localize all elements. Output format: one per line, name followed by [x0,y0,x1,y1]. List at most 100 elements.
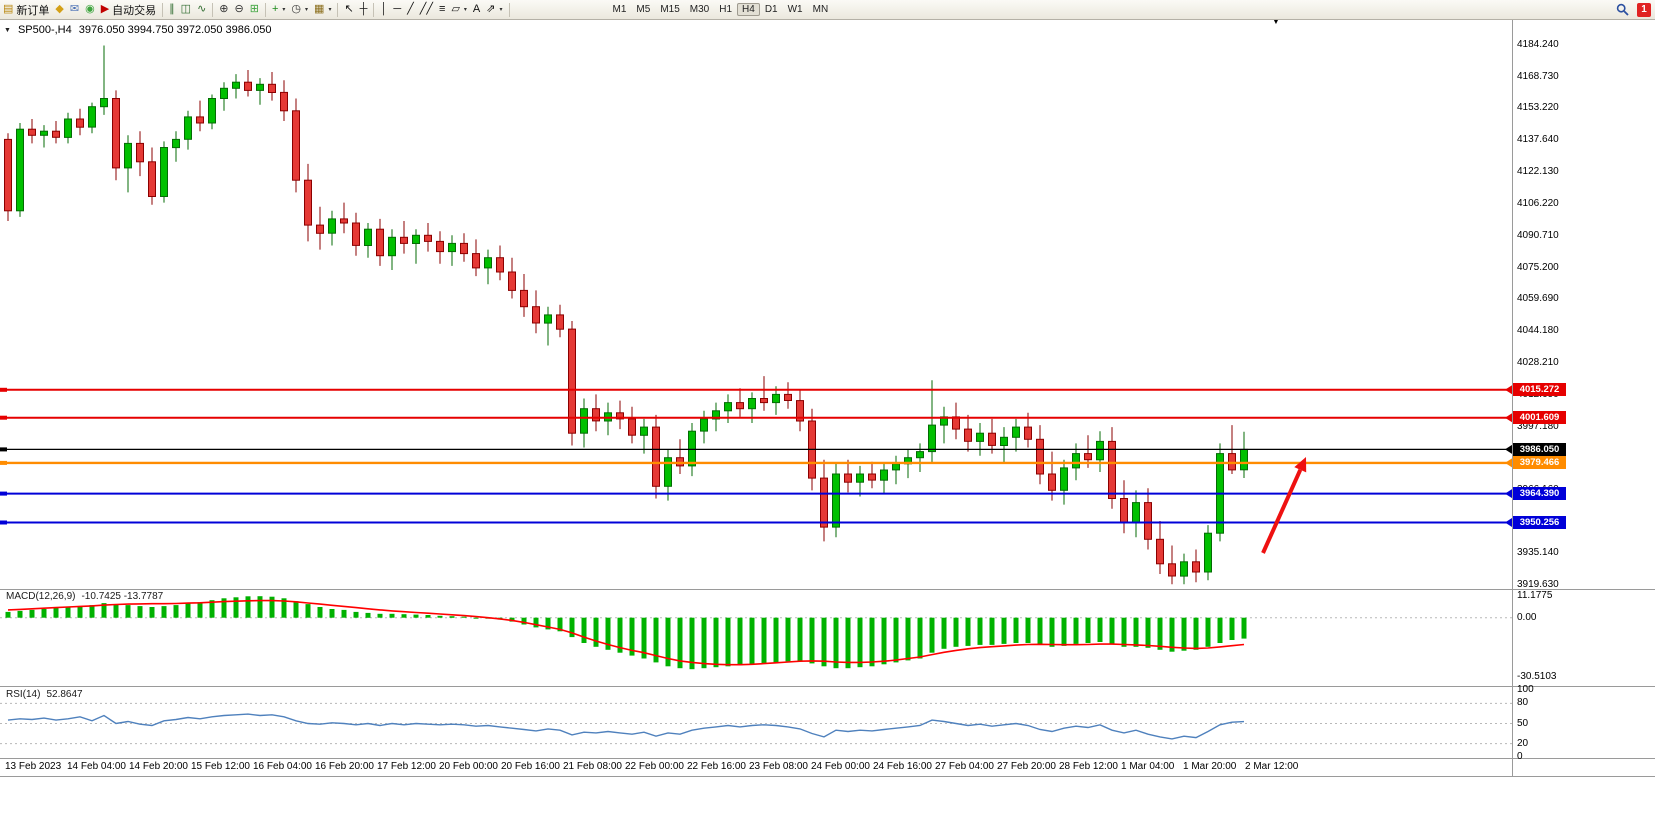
crosshair-button[interactable]: ┼ [357,3,371,16]
time-axis-label[interactable]: 16 Feb 20:00 [315,761,374,772]
cursor-button[interactable]: ↖ [341,3,356,16]
line-left-handle[interactable] [0,460,7,465]
line-left-handle[interactable] [0,520,7,525]
line-left-handle[interactable] [0,387,7,392]
dropdown-caret-icon[interactable]: ▾ [305,7,309,13]
line-price-label: 4015.272 [1513,383,1566,397]
time-axis-label[interactable]: 16 Feb 04:00 [253,761,312,772]
macd-histogram-bar [377,613,383,618]
timeframe-h4-button[interactable]: H4 [737,3,760,16]
candle-body [328,218,336,234]
search-button[interactable] [1613,2,1632,17]
time-axis-label[interactable]: 1 Mar 20:00 [1183,761,1237,772]
macd-histogram-bar [773,617,779,663]
toolbar-separator [212,2,214,17]
arrow-annotation-line[interactable] [1261,468,1303,554]
time-axis-label[interactable]: 20 Feb 16:00 [501,761,560,772]
candle-body [1084,453,1092,461]
arrows-button[interactable]: ⇗ ▾ [483,3,505,16]
time-axis-label[interactable]: 21 Feb 08:00 [563,761,622,772]
time-axis-label[interactable]: 23 Feb 08:00 [749,761,808,772]
candle-body [484,257,492,269]
line-left-handle[interactable] [0,447,7,452]
line-chart-button[interactable]: ∿ [194,3,209,16]
time-axis-label[interactable]: 20 Feb 00:00 [439,761,498,772]
bar-chart-button[interactable]: ∥ [166,3,178,16]
channel-button[interactable]: ╱╱ [417,3,436,16]
notification-badge[interactable]: 1 [1637,2,1651,17]
timeframe-m5-button[interactable]: M5 [636,4,651,15]
templates-button[interactable]: ▦ ▾ [311,3,334,16]
macd-histogram-bar [269,596,275,618]
arrow-annotation-head[interactable] [1294,457,1307,473]
time-axis-label[interactable]: 14 Feb 04:00 [67,761,126,772]
macd-histogram-bar [1061,617,1067,646]
time-axis-label[interactable]: 1 Mar 04:00 [1121,761,1175,772]
timeframe-d1-button[interactable]: D1 [764,4,778,15]
news-button[interactable]: ◉ [82,3,98,16]
candle-body [796,400,804,422]
zoom-out-button[interactable]: ⊖ [232,3,247,16]
cursor-icon: ↖ [344,3,354,15]
time-axis-label[interactable]: 15 Feb 12:00 [191,761,250,772]
time-axis-label[interactable]: 2 Mar 12:00 [1245,761,1299,772]
macd-histogram-bar [1145,617,1151,648]
new-order-button[interactable]: ▤ 新订单 [0,1,52,19]
timeframe-mn-button[interactable]: MN [812,4,829,15]
periods-button[interactable]: ◷ ▾ [288,3,311,16]
time-axis-separator [0,758,1655,759]
shapes-button[interactable]: ▱ ▾ [448,3,469,16]
alerts-button[interactable]: ◆ [52,3,66,16]
line-price-label: 3986.050 [1513,442,1566,456]
mailbox-button[interactable]: ✉ [67,3,82,16]
price-axis-label: 3919.630 [1517,578,1559,590]
candle-body [664,457,672,487]
macd-values: -10.7425 -13.7787 [81,591,164,602]
time-axis-label[interactable]: 17 Feb 12:00 [377,761,436,772]
horizontal-line-button[interactable]: ─ [390,3,404,16]
candle-body [88,106,96,128]
indicators-button[interactable]: + ▾ [269,3,288,16]
timeframe-w1-button[interactable]: W1 [787,4,803,15]
text-button[interactable]: A [470,3,483,16]
timeframe-h1-button[interactable]: H1 [719,4,733,15]
macd-histogram-bar [1169,617,1175,652]
line-axis-pointer [1505,385,1512,395]
chart-shift-marker[interactable]: ▼ [1272,17,1280,26]
trendline-button[interactable]: ╱ [404,3,417,16]
dropdown-caret-icon[interactable]: ▾ [463,7,467,13]
time-axis-label[interactable]: 22 Feb 00:00 [625,761,684,772]
time-axis-label[interactable]: 14 Feb 20:00 [129,761,188,772]
timeframe-m15-button[interactable]: M15 [660,4,680,15]
time-axis-label[interactable]: 13 Feb 2023 [5,761,62,772]
time-axis-label[interactable]: 24 Feb 00:00 [811,761,870,772]
tile-windows-button[interactable]: ⊞ [247,3,262,16]
candle-body [172,138,180,149]
auto-trading-button[interactable]: ▶ 自动交易 [98,1,159,19]
timeframe-m30-button[interactable]: M30 [689,4,710,15]
macd-histogram-bar [713,617,719,668]
macd-panel-separator[interactable] [0,589,1655,590]
dropdown-caret-icon[interactable]: ▾ [328,7,332,13]
time-axis-label[interactable]: 22 Feb 16:00 [687,761,746,772]
time-axis-label[interactable]: 24 Feb 16:00 [873,761,932,772]
dropdown-caret-icon[interactable]: ▾ [499,7,503,13]
timeframe-m1-button[interactable]: M1 [612,4,627,15]
time-axis-label[interactable]: 27 Feb 20:00 [997,761,1056,772]
time-axis-label[interactable]: 27 Feb 04:00 [935,761,994,772]
fibonacci-button[interactable]: ≡ [436,3,448,16]
candle-body [268,83,276,94]
candlestick-chart-button[interactable]: ◫ [178,3,194,16]
candle-body [280,91,288,112]
time-axis-label[interactable]: 28 Feb 12:00 [1059,761,1118,772]
rsi-value: 52.8647 [46,689,83,700]
line-left-handle[interactable] [0,415,7,420]
zoom-in-button[interactable]: ⊕ [216,3,231,16]
vertical-line-button[interactable]: │ [377,3,390,16]
price-axis-label: 4028.210 [1517,357,1559,369]
rsi-panel-separator[interactable] [0,686,1655,687]
line-left-handle[interactable] [0,491,7,496]
dropdown-caret-icon[interactable]: ▾ [282,7,286,13]
collapse-chart-icon[interactable]: ▼ [4,26,11,34]
